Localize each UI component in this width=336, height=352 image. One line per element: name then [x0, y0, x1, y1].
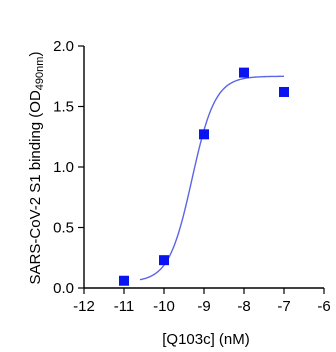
data-point: [199, 129, 209, 140]
y-tick-label: 1.5: [53, 99, 74, 116]
fit-curve-group: [139, 75, 285, 281]
data-point: [239, 67, 249, 78]
x-tick-label: -9: [197, 298, 210, 315]
y-axis-title-end: ): [27, 52, 44, 57]
y-tick-label: 2.0: [53, 38, 74, 55]
x-tick-label: -11: [114, 298, 135, 315]
x-tick-label: -10: [153, 298, 175, 315]
y-tick-label: 0.5: [53, 220, 74, 237]
data-points: [119, 67, 289, 286]
axes: 0.0 0.5 1.0 1.5 2.0 -12 -11 -10 -9 -8 -7 -6: [53, 38, 331, 315]
x-axis-title: [Q103c] (nM): [162, 331, 250, 348]
fit-curve: [139, 75, 285, 281]
x-tick-label: -12: [73, 298, 95, 315]
y-tick-label: 0.0: [53, 280, 74, 297]
y-axis-title: SARS-CoV-2 S1 binding (OD490nm): [27, 52, 46, 285]
y-tick-label: 1.0: [53, 159, 74, 176]
x-tick-label: -8: [237, 298, 250, 315]
data-point: [279, 86, 289, 97]
x-tick-label: -6: [317, 298, 330, 315]
y-axis-title-subscript: 490nm: [34, 57, 46, 91]
data-point: [159, 255, 169, 266]
y-axis-title-main: SARS-CoV-2 S1 binding (OD: [27, 90, 44, 284]
data-point: [119, 275, 129, 286]
x-tick-label: -7: [277, 298, 290, 315]
